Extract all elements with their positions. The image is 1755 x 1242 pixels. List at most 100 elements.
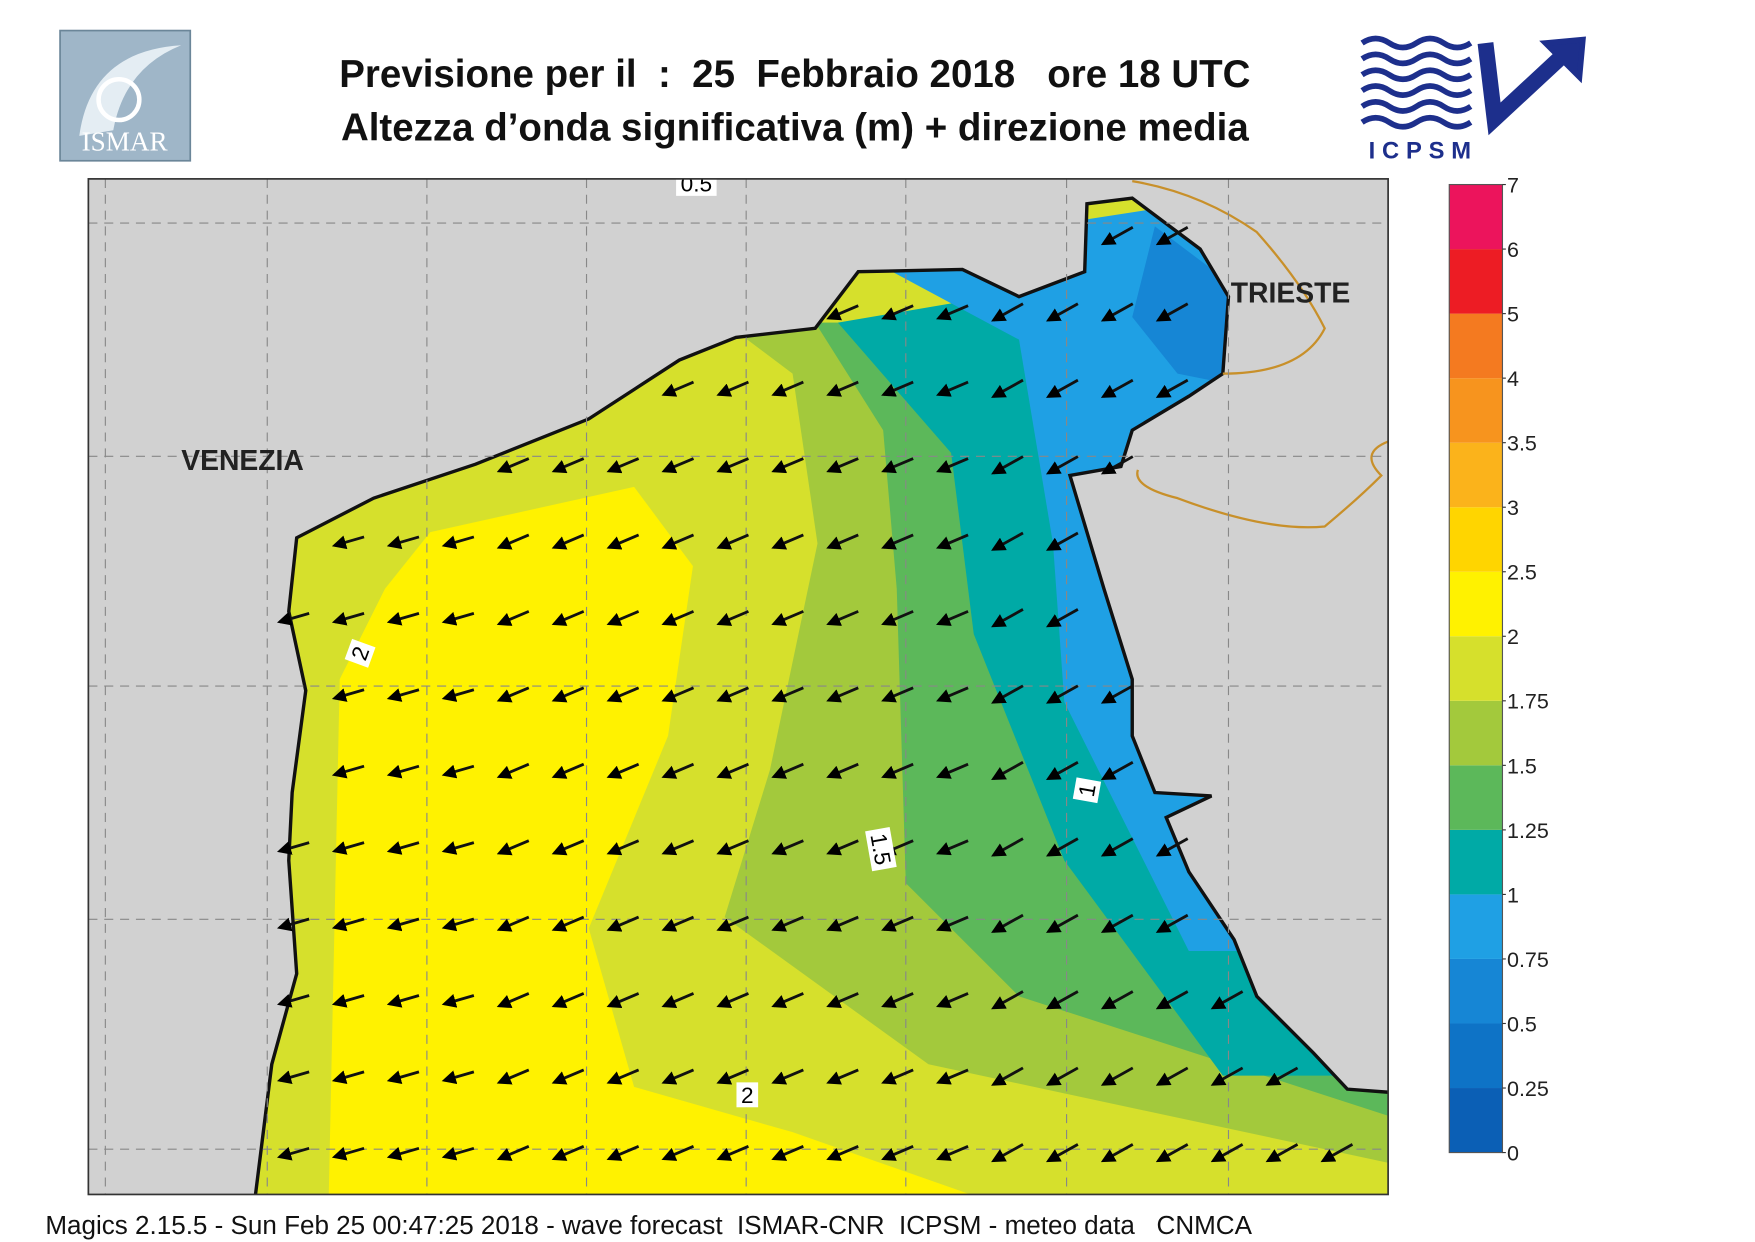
arrow bbox=[1265, 1143, 1299, 1163]
colorbar-tick-label: 1.25 bbox=[1507, 819, 1549, 843]
arrow bbox=[826, 533, 859, 550]
arrow bbox=[936, 457, 969, 474]
colorbar-tick-label: 0.25 bbox=[1507, 1077, 1549, 1101]
arrow bbox=[1045, 990, 1079, 1010]
arrow bbox=[331, 841, 365, 855]
arrow bbox=[496, 686, 530, 703]
arrow bbox=[386, 994, 420, 1008]
arrow bbox=[661, 992, 695, 1009]
arrow bbox=[771, 686, 804, 703]
contour-label-text: 2 bbox=[741, 1083, 754, 1108]
arrow bbox=[991, 608, 1024, 628]
colorbar-tick-label: 0 bbox=[1507, 1141, 1519, 1165]
arrow bbox=[496, 610, 530, 626]
arrow bbox=[331, 611, 365, 626]
arrow bbox=[826, 915, 859, 932]
arrow bbox=[551, 839, 585, 856]
arrow bbox=[1100, 302, 1134, 322]
arrow bbox=[551, 762, 585, 779]
arrow bbox=[881, 992, 914, 1009]
arrow bbox=[1045, 761, 1079, 781]
arrow bbox=[1100, 837, 1134, 857]
arrow bbox=[606, 457, 640, 474]
arrow bbox=[661, 380, 695, 397]
arrow bbox=[826, 839, 859, 856]
logo-text: ISMAR bbox=[82, 127, 169, 157]
arrow bbox=[1100, 913, 1134, 933]
arrow bbox=[1045, 1143, 1079, 1163]
arrow bbox=[606, 610, 640, 626]
arrow bbox=[881, 686, 914, 703]
arrow bbox=[991, 378, 1024, 398]
contour-label-box bbox=[1072, 777, 1102, 804]
arrow bbox=[771, 1145, 804, 1161]
arrow bbox=[1045, 913, 1079, 933]
contour-label-text: 1 bbox=[1074, 782, 1101, 799]
arrow bbox=[551, 610, 585, 626]
arrow bbox=[1155, 1066, 1189, 1086]
arrow bbox=[276, 917, 310, 932]
arrow bbox=[936, 610, 969, 626]
arrow bbox=[276, 611, 310, 626]
arrow bbox=[826, 762, 859, 779]
colorbar-tick-label: 6 bbox=[1507, 238, 1519, 262]
map-labels: VENEZIA TRIESTE 0.5 2 1.5 1 2 bbox=[181, 178, 1351, 1108]
arrow bbox=[991, 990, 1024, 1010]
arrow bbox=[826, 380, 859, 397]
arrow bbox=[496, 839, 530, 856]
arrow bbox=[1155, 1143, 1189, 1163]
arrow bbox=[1155, 913, 1189, 933]
arrow bbox=[496, 457, 530, 474]
arrow bbox=[771, 992, 804, 1009]
arrow bbox=[991, 684, 1024, 704]
colorbar-band bbox=[1449, 313, 1503, 379]
arrow bbox=[661, 915, 695, 932]
arrow bbox=[1210, 990, 1244, 1010]
arrow bbox=[826, 686, 859, 703]
arrow bbox=[661, 1145, 695, 1161]
contour-label: 1 bbox=[1072, 777, 1102, 804]
arrow bbox=[991, 1066, 1024, 1086]
arrow bbox=[606, 915, 640, 932]
contour-label: 0.5 bbox=[676, 178, 717, 196]
arrow bbox=[661, 839, 695, 856]
arrow bbox=[1100, 378, 1134, 398]
arrow bbox=[771, 839, 804, 856]
arrow bbox=[441, 688, 475, 702]
coastline bbox=[253, 196, 1389, 1195]
arrow bbox=[551, 992, 585, 1009]
arrow bbox=[551, 533, 585, 550]
arrow bbox=[936, 686, 969, 703]
arrow bbox=[606, 992, 640, 1009]
arrow bbox=[441, 1070, 475, 1085]
arrow bbox=[606, 686, 640, 703]
arrow bbox=[881, 610, 914, 626]
arrow bbox=[496, 915, 530, 932]
arrow bbox=[716, 915, 749, 932]
arrow bbox=[881, 533, 914, 550]
arrow bbox=[551, 686, 585, 703]
arrow bbox=[991, 837, 1024, 857]
arrow bbox=[716, 992, 749, 1009]
colorbar-band bbox=[1449, 1023, 1503, 1089]
arrow bbox=[881, 380, 914, 397]
arrow bbox=[826, 457, 859, 474]
border bbox=[1132, 180, 1389, 529]
colorbar-tick-label: 7 bbox=[1507, 173, 1519, 197]
arrow bbox=[936, 1145, 969, 1161]
arrow bbox=[1045, 302, 1079, 322]
arrow bbox=[386, 1070, 420, 1085]
arrow bbox=[716, 533, 749, 550]
arrow bbox=[936, 533, 969, 550]
arrow bbox=[1320, 1143, 1354, 1163]
subtitle: Altezza d’onda significativa (m) + direz… bbox=[341, 106, 1249, 149]
place-label: TRIESTE bbox=[1231, 276, 1351, 308]
colorbar-tick-label: 2.5 bbox=[1507, 561, 1537, 585]
arrow bbox=[1100, 1066, 1134, 1086]
arrow bbox=[661, 457, 695, 474]
arrow bbox=[936, 762, 969, 779]
map-frame bbox=[87, 178, 1389, 1196]
colorbar-tick-label: 5 bbox=[1507, 303, 1519, 327]
colorbar-frame bbox=[1448, 183, 1504, 1154]
colorbar-band bbox=[1449, 894, 1503, 959]
